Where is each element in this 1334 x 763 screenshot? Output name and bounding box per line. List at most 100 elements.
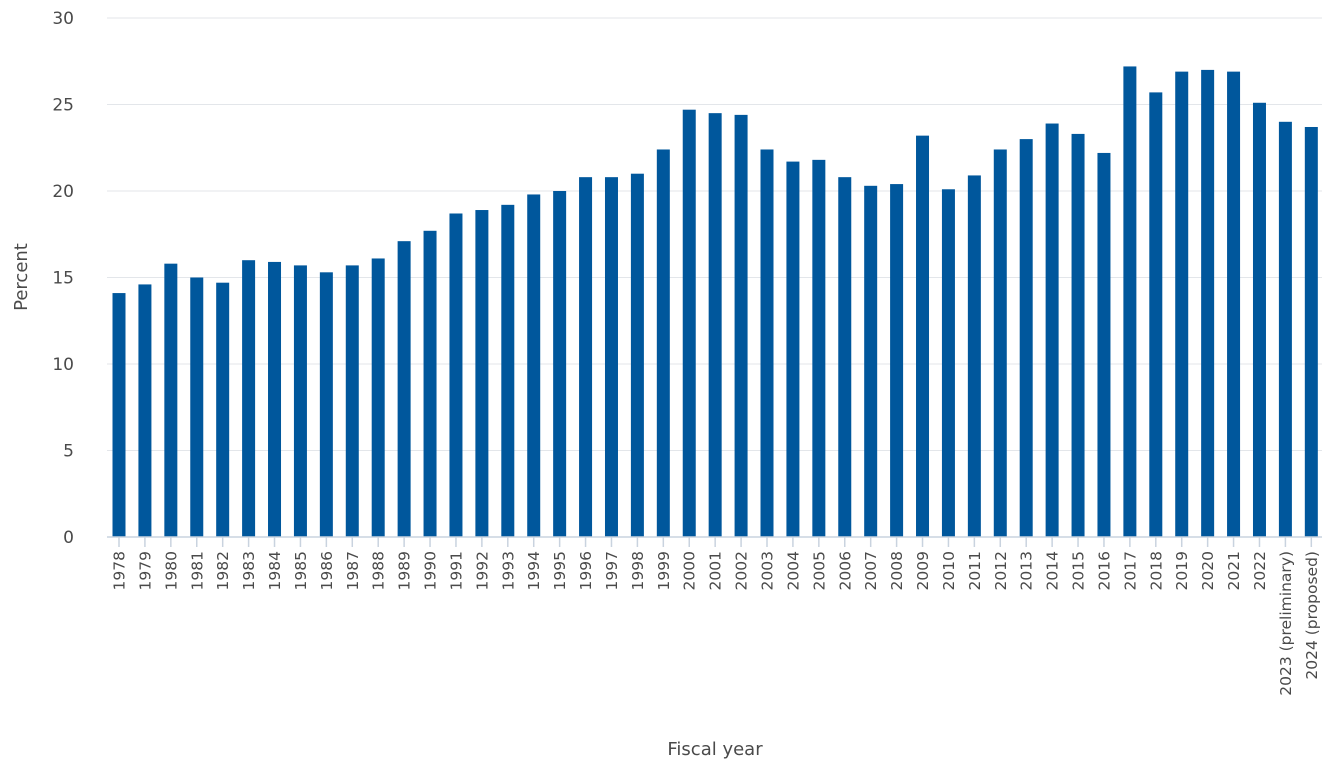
- x-tick-label: 1990: [422, 551, 440, 590]
- bar: [475, 210, 489, 537]
- x-tick-label: 2017: [1121, 551, 1139, 590]
- bar: [993, 149, 1007, 538]
- bar: [371, 258, 385, 537]
- bar: [967, 175, 981, 537]
- x-tick-label: 2022: [1251, 551, 1269, 590]
- x-tick-label: 2013: [1018, 551, 1036, 590]
- y-tick-label: 30: [52, 9, 74, 29]
- x-tick-label: 2024 (proposed): [1303, 551, 1321, 680]
- x-tick-label: 1978: [111, 551, 129, 590]
- x-tick-label: 1988: [370, 551, 388, 590]
- bar: [1071, 133, 1085, 537]
- bar: [864, 185, 878, 537]
- bar: [293, 265, 307, 537]
- bar: [1252, 102, 1266, 538]
- x-tick-label: 1993: [499, 551, 517, 590]
- x-tick-label: 2016: [1095, 551, 1113, 590]
- bar: [838, 177, 852, 537]
- x-tick-label: 2000: [681, 551, 699, 590]
- bar: [164, 263, 178, 537]
- bar: [579, 177, 593, 537]
- bar: [708, 113, 722, 538]
- bar: [734, 114, 748, 537]
- bar: [1045, 123, 1059, 537]
- bar: [242, 260, 256, 537]
- y-axis-ticks: 0 5 10 15 20 25 30: [52, 9, 74, 548]
- bar: [112, 293, 126, 537]
- x-axis: 1978 1979 1980 1981 1982 1983 1984 1985 1986 1987…: [107, 536, 1322, 696]
- x-tick-label: 2018: [1147, 551, 1165, 590]
- bar: [449, 213, 463, 538]
- x-tick-label: 1982: [214, 551, 232, 590]
- bar: [812, 159, 826, 538]
- x-tick-label: 1987: [344, 551, 362, 590]
- x-axis-label: Fiscal year: [667, 739, 763, 760]
- bar: [1227, 71, 1241, 537]
- x-tick-label: 2009: [914, 551, 932, 590]
- bar: [319, 272, 333, 537]
- x-tick-label: 1986: [318, 551, 336, 590]
- y-tick-label: 15: [52, 269, 74, 289]
- x-tick-label: 1979: [136, 551, 154, 590]
- bar: [941, 189, 955, 537]
- bar: [423, 230, 437, 538]
- x-tick-label: 2019: [1173, 551, 1191, 590]
- x-tick-label: 1991: [447, 551, 465, 590]
- x-tick-label: 2012: [992, 551, 1010, 590]
- x-tick-label: 2004: [784, 551, 802, 590]
- x-tick-label: 1997: [603, 551, 621, 590]
- bar: [268, 261, 282, 537]
- x-tick-label: 2002: [733, 551, 751, 590]
- bar: [527, 194, 541, 537]
- bar: [786, 161, 800, 537]
- x-tick-label: 2023 (preliminary): [1277, 551, 1295, 696]
- bar: [1019, 139, 1033, 537]
- bar: [916, 135, 930, 537]
- y-tick-label: 20: [52, 182, 74, 202]
- x-tick-label: 1989: [396, 551, 414, 590]
- x-tick-label: 2008: [888, 551, 906, 590]
- bar: [682, 109, 696, 537]
- x-tick-label: 1992: [473, 551, 491, 590]
- bar: [216, 282, 230, 537]
- y-tick-label: 0: [63, 528, 74, 548]
- bar: [1123, 66, 1137, 537]
- y-tick-label: 5: [63, 442, 74, 462]
- x-tick-label: 2003: [759, 551, 777, 590]
- bar: [345, 265, 359, 537]
- x-tick-label: 2006: [836, 551, 854, 590]
- bar: [890, 184, 904, 537]
- y-axis-label: Percent: [11, 243, 32, 311]
- bar: [397, 241, 411, 538]
- bar: [1175, 71, 1189, 537]
- bar: [501, 204, 515, 537]
- x-tick-label: 2005: [810, 551, 828, 590]
- x-tick-label: 1998: [629, 551, 647, 590]
- x-tick-label: 1980: [162, 551, 180, 590]
- x-tick-label: 2015: [1070, 551, 1088, 590]
- x-tick-label: 2007: [862, 551, 880, 590]
- x-tick-label: 2001: [707, 551, 725, 590]
- x-tick-label: 2010: [940, 551, 958, 590]
- x-tick-label: 1996: [577, 551, 595, 590]
- x-tick-label: 1994: [525, 551, 543, 590]
- bar: [656, 149, 670, 538]
- bar: [1149, 92, 1163, 537]
- bars: [112, 66, 1318, 538]
- x-tick-label: 1995: [551, 551, 569, 590]
- bar: [760, 149, 774, 538]
- x-tick-label: 2014: [1044, 551, 1062, 590]
- bar: [1304, 126, 1318, 538]
- x-tick-label: 1985: [292, 551, 310, 590]
- x-tick-label: 1999: [655, 551, 673, 590]
- x-tick-label: 2020: [1199, 551, 1217, 590]
- bar: [1097, 152, 1111, 537]
- bar: [1201, 69, 1215, 538]
- x-tick-label: 1984: [266, 551, 284, 590]
- bar: [553, 191, 567, 537]
- bar: [1278, 121, 1292, 538]
- bar: [630, 173, 644, 537]
- bar: [190, 277, 204, 537]
- x-tick-label: 1981: [188, 551, 206, 590]
